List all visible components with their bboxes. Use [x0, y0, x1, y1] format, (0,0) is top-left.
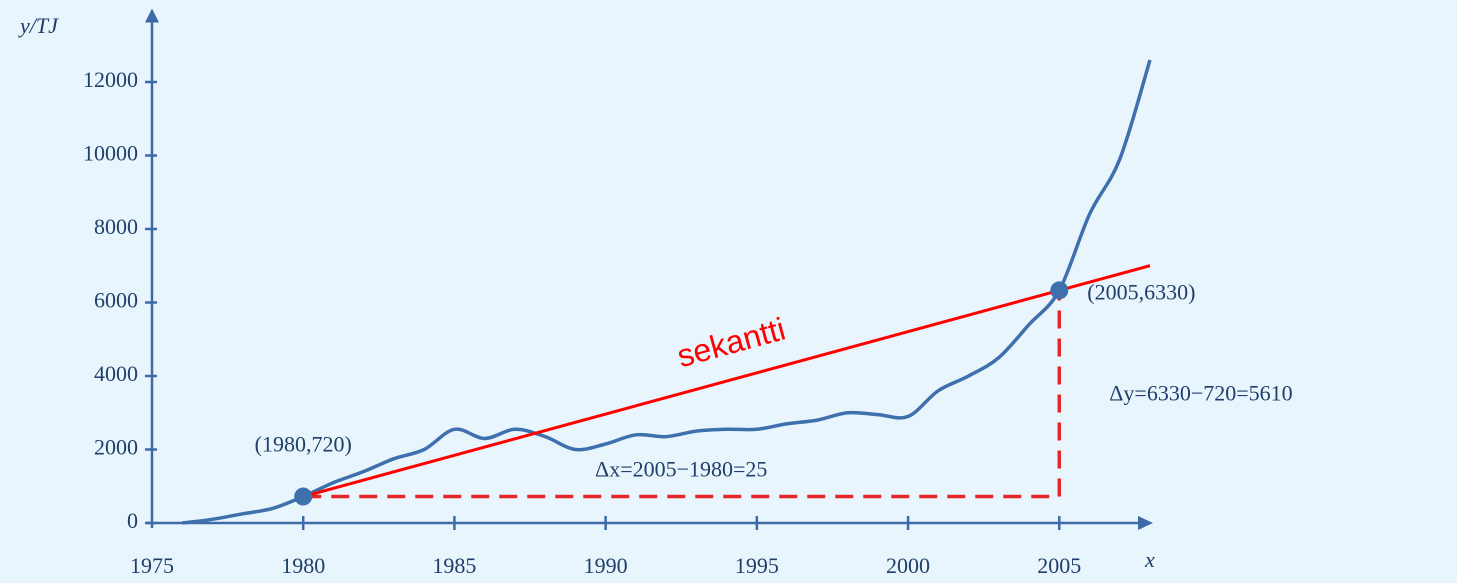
- point-label: (1980,720): [255, 432, 352, 457]
- x-tick-label: 1985: [432, 553, 476, 578]
- point: [294, 487, 313, 506]
- x-tick-label: 2005: [1037, 553, 1081, 578]
- dx-label: Δx=2005−1980=25: [595, 457, 767, 482]
- y-axis-label: y/TJ: [18, 13, 59, 38]
- y-axis-arrow: [145, 8, 159, 23]
- x-tick-label: 2000: [886, 553, 930, 578]
- x-tick-label: 1980: [281, 553, 325, 578]
- y-tick-label: 10000: [83, 141, 138, 166]
- y-tick-label: 8000: [94, 214, 138, 239]
- point-label: (2005,6330): [1087, 279, 1195, 304]
- x-tick-label: 1990: [584, 553, 628, 578]
- secant-label: sekantti: [673, 311, 789, 375]
- x-tick-label: 1995: [735, 553, 779, 578]
- y-tick-label: 2000: [94, 435, 138, 460]
- dy-label: Δy=6330−720=5610: [1109, 381, 1292, 406]
- x-axis-label: x: [1144, 547, 1155, 572]
- y-tick-label: 6000: [94, 288, 138, 313]
- x-tick-label: 1975: [130, 553, 174, 578]
- secant: [302, 264, 1151, 498]
- point: [1050, 281, 1069, 300]
- y-tick-label: 4000: [94, 361, 138, 386]
- y-tick-label: 12000: [83, 67, 138, 92]
- x-axis-arrow: [1138, 516, 1153, 530]
- curve: [182, 59, 1152, 525]
- y-tick-label: 0: [127, 508, 138, 533]
